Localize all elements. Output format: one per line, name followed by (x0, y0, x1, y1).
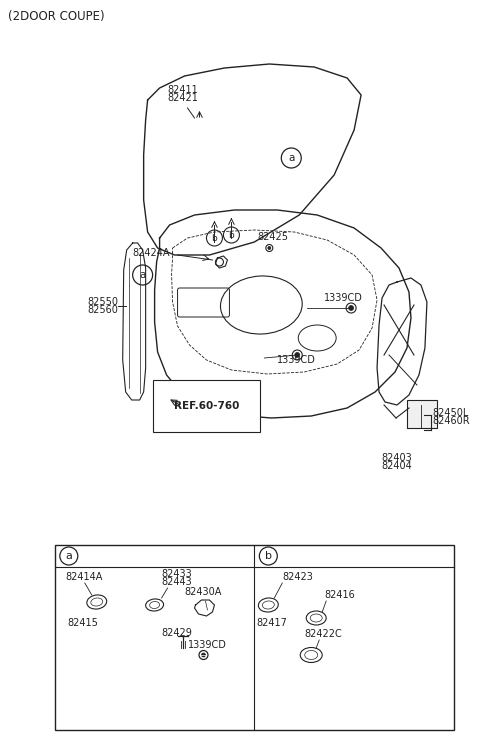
Circle shape (199, 651, 208, 660)
Text: 82433: 82433 (162, 569, 192, 579)
Text: a: a (288, 153, 294, 163)
Circle shape (202, 653, 205, 657)
Text: 82560: 82560 (88, 305, 119, 315)
Text: 82460R: 82460R (432, 416, 469, 426)
Text: REF.60-760: REF.60-760 (174, 401, 239, 411)
Text: 82416: 82416 (324, 590, 355, 600)
Text: 82424A: 82424A (132, 248, 169, 258)
Text: 82429: 82429 (162, 628, 192, 638)
Text: 1339CD: 1339CD (188, 640, 227, 650)
Text: b: b (212, 234, 217, 242)
Text: 82417: 82417 (256, 618, 287, 628)
Text: 82414A: 82414A (66, 572, 103, 582)
Circle shape (346, 303, 356, 313)
Circle shape (268, 246, 271, 250)
Text: b: b (228, 231, 234, 240)
Bar (55, 545, 454, 730)
Circle shape (266, 245, 273, 251)
Text: 82421: 82421 (167, 93, 198, 103)
Text: 1339CD: 1339CD (324, 293, 363, 303)
Text: 82422C: 82422C (304, 629, 342, 639)
Text: 82443: 82443 (162, 577, 192, 587)
Text: 82550: 82550 (88, 297, 119, 307)
Bar (407, 400, 437, 428)
Text: 82430A: 82430A (184, 587, 222, 597)
Text: 82415: 82415 (68, 618, 99, 628)
Circle shape (348, 306, 354, 310)
Text: 82450L: 82450L (432, 408, 468, 418)
Text: 82404: 82404 (381, 461, 412, 471)
Text: (2DOOR COUPE): (2DOOR COUPE) (8, 10, 105, 23)
Circle shape (292, 350, 302, 360)
Text: 1339CD: 1339CD (277, 355, 316, 365)
Text: b: b (265, 551, 272, 561)
Text: 82423: 82423 (282, 572, 313, 582)
Text: 82411: 82411 (167, 85, 198, 95)
Circle shape (216, 258, 224, 266)
Text: 82403: 82403 (381, 453, 412, 463)
Text: a: a (65, 551, 72, 561)
Text: 82425: 82425 (257, 232, 288, 242)
Text: a: a (140, 270, 146, 280)
Circle shape (295, 352, 300, 357)
